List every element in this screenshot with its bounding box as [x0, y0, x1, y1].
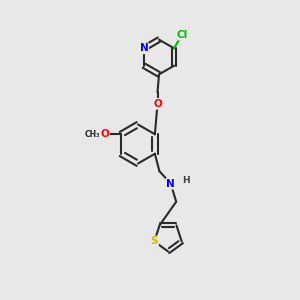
Text: O: O: [153, 99, 162, 109]
Text: N: N: [167, 179, 175, 189]
Text: N: N: [140, 43, 148, 53]
Text: H: H: [183, 176, 190, 184]
Text: CH₃: CH₃: [85, 130, 100, 139]
Text: O: O: [100, 129, 109, 139]
Text: Cl: Cl: [176, 29, 188, 40]
Text: S: S: [151, 236, 158, 246]
